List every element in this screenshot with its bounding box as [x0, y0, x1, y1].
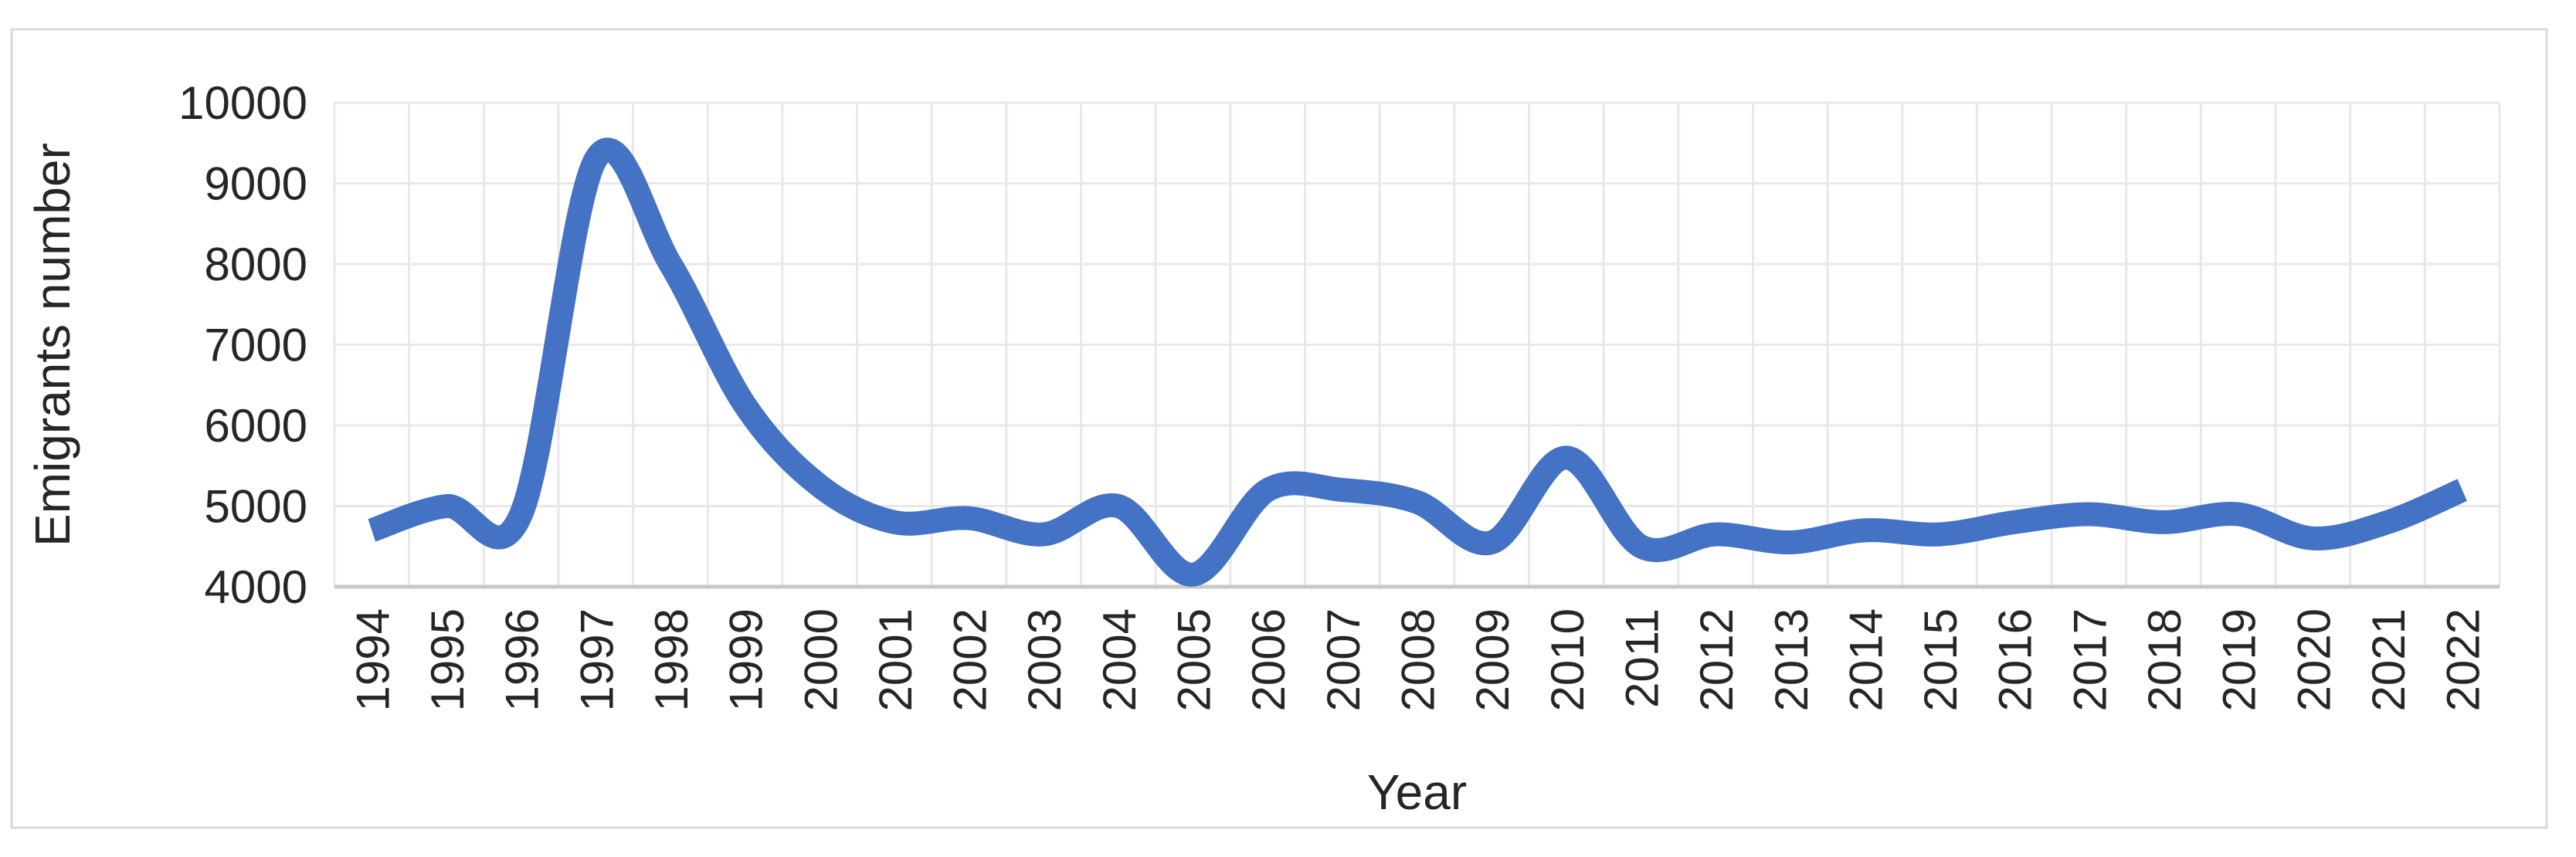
y-tick-label: 7000: [205, 320, 307, 371]
x-tick-label: 2016: [1990, 608, 2041, 711]
y-tick-label: 8000: [205, 239, 307, 290]
x-axis-title: Year: [1367, 764, 1467, 820]
x-tick-label: 2008: [1393, 608, 1444, 711]
x-tick-label: 2020: [2288, 608, 2340, 711]
x-tick-label: 2021: [2363, 608, 2415, 711]
x-tick-label: 2001: [870, 608, 921, 711]
y-tick-label: 9000: [205, 158, 307, 210]
x-tick-label: 2010: [1542, 608, 1593, 711]
y-tick-label: 5000: [205, 481, 307, 533]
x-tick-label: 2005: [1169, 608, 1220, 711]
x-tick-label: 2013: [1766, 608, 1817, 711]
y-tick-label: 4000: [205, 561, 307, 613]
x-tick-label: 2015: [1915, 608, 1967, 711]
x-tick-label: 2011: [1616, 608, 1668, 708]
y-axis-title: Emigrants number: [25, 143, 80, 547]
x-tick-label: 2009: [1467, 608, 1519, 711]
gridlines: [333, 101, 2501, 587]
x-tick-label: 2018: [2139, 608, 2191, 711]
x-tick-label: 2006: [1243, 608, 1295, 711]
x-tick-label: 2022: [2438, 608, 2489, 711]
x-tick-label: 2007: [1318, 608, 1369, 711]
x-tick-label: 1997: [571, 608, 623, 711]
x-tick-label: 2014: [1840, 608, 1892, 711]
chart-border: [10, 28, 2548, 829]
y-tick-label: 10000: [178, 77, 307, 129]
x-tick-label: 2002: [945, 608, 996, 711]
y-tick-labels: 4000 5000 6000 7000 8000 9000 10000: [178, 77, 307, 613]
x-tick-label: 1998: [646, 608, 697, 711]
x-tick-label: 1996: [497, 608, 548, 711]
series-line: [368, 137, 2468, 587]
x-tick-label: 2017: [2064, 608, 2116, 711]
x-tick-label: 1999: [721, 608, 772, 711]
x-tick-label: 1994: [347, 608, 399, 711]
y-tick-label: 6000: [205, 400, 307, 452]
x-tick-label: 2000: [795, 608, 847, 711]
x-tick-labels: 1994 1995 1996 1997 1998 1999 2000 2001 2002 2003…: [347, 608, 2489, 711]
x-tick-label: 2004: [1094, 608, 1145, 711]
x-tick-label: 2019: [2214, 608, 2265, 711]
x-tick-label: 2003: [1019, 608, 1071, 711]
x-tick-label: 2012: [1691, 608, 1743, 711]
x-tick-label: 1995: [422, 608, 473, 711]
